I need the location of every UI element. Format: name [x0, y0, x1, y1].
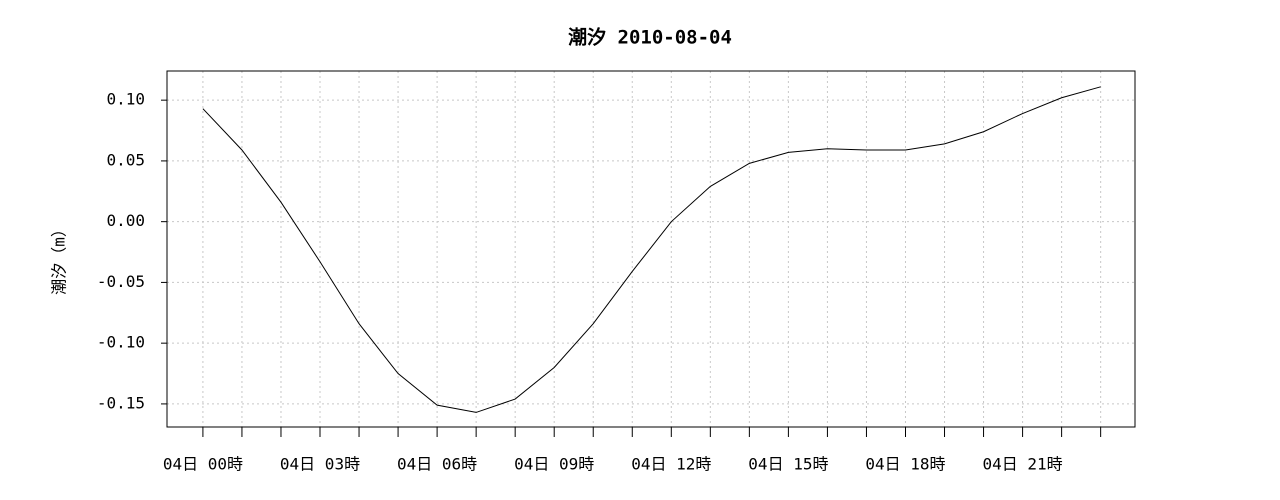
y-tick-label: -0.05	[97, 272, 145, 291]
y-tick-label: 0.00	[106, 211, 145, 230]
x-tick-label: 04日 12時	[631, 455, 711, 474]
y-axis-label: 潮汐（m）	[50, 221, 69, 295]
y-tick-label: 0.05	[106, 150, 145, 169]
plot-frame	[166, 70, 1136, 428]
chart-title: 潮汐 2010-08-04	[568, 26, 732, 49]
x-tick-label: 04日 03時	[280, 455, 360, 474]
line-series	[202, 86, 1101, 413]
y-tick-label: -0.10	[97, 333, 145, 352]
x-tick-label: 04日 15時	[748, 455, 828, 474]
y-tick-label: 0.10	[106, 90, 145, 109]
y-tick-label: -0.15	[97, 393, 145, 412]
x-tick-label: 04日 00時	[163, 455, 243, 474]
x-tick-label: 04日 18時	[865, 455, 945, 474]
x-tick-label: 04日 09時	[514, 455, 594, 474]
x-tick-label: 04日 21時	[983, 455, 1063, 474]
x-tick-label: 04日 06時	[397, 455, 477, 474]
